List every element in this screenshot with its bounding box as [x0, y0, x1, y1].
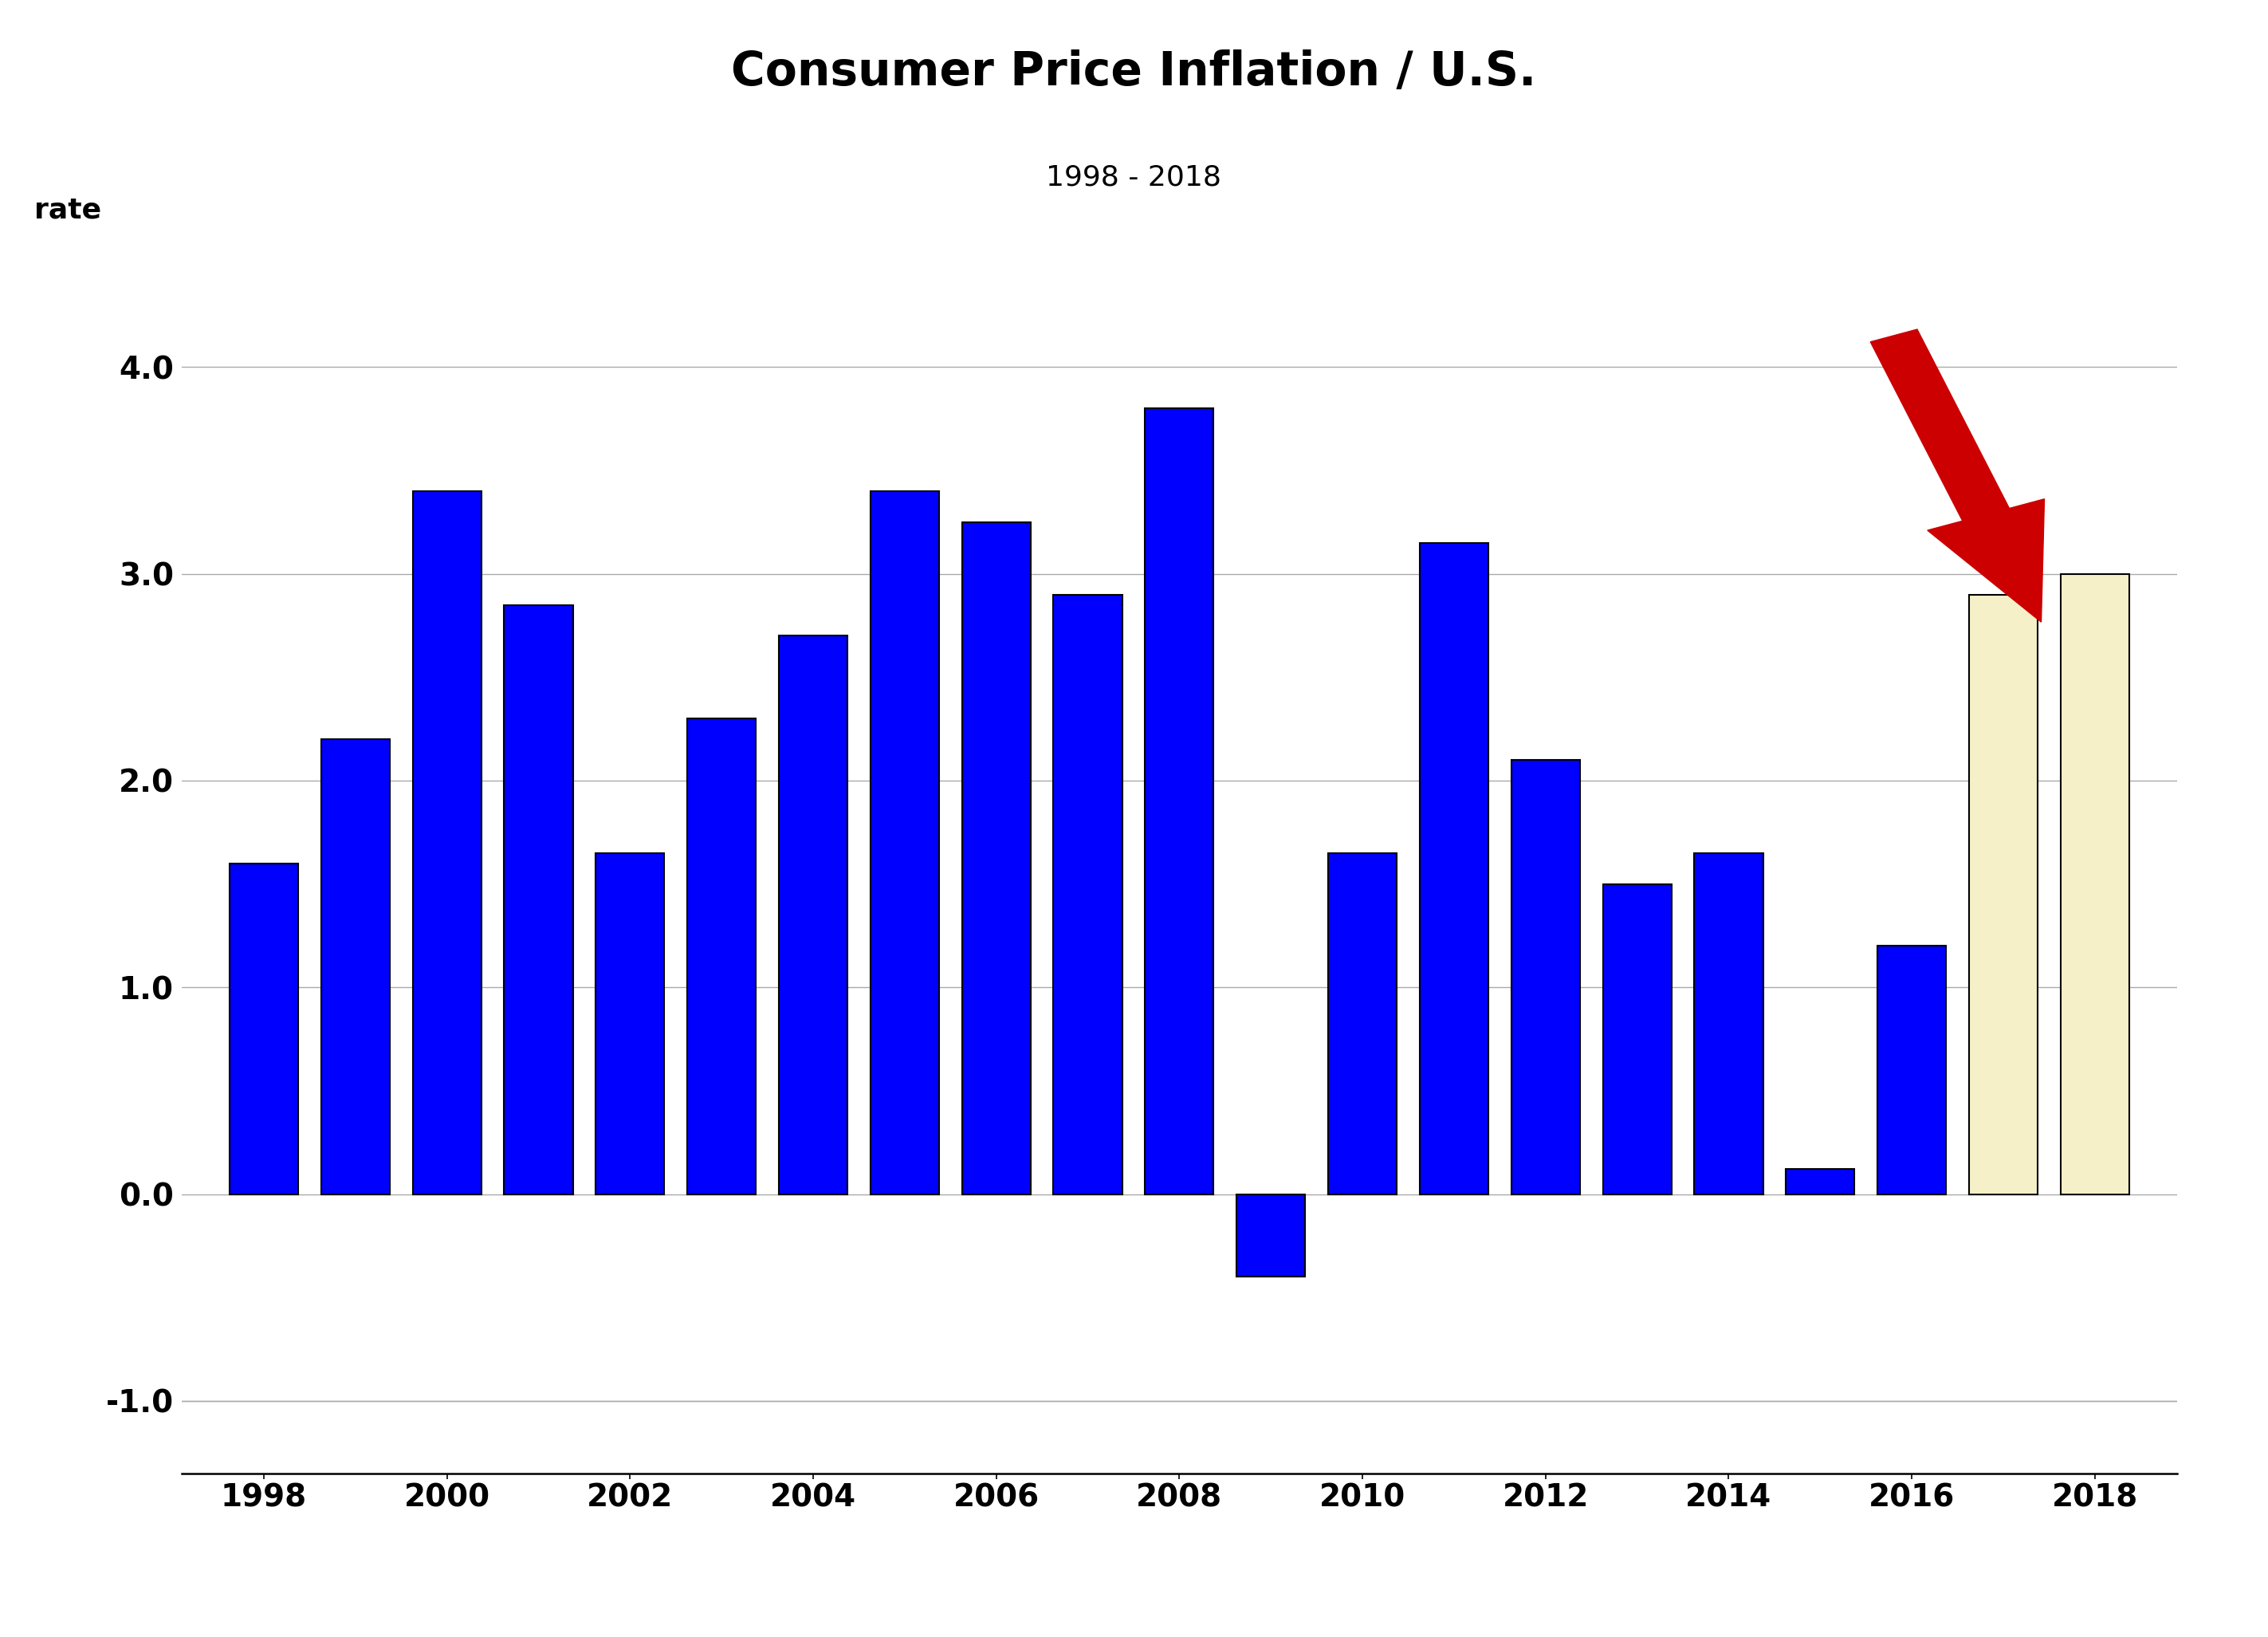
Bar — [503, 604, 574, 1193]
Text: 1998 - 2018: 1998 - 2018 — [1046, 164, 1222, 192]
Bar — [871, 491, 939, 1193]
Bar — [596, 853, 665, 1193]
Bar — [1785, 1169, 1855, 1193]
Bar — [1329, 853, 1397, 1193]
Bar — [1236, 1193, 1306, 1277]
Bar — [1694, 853, 1762, 1193]
Bar — [1052, 594, 1123, 1193]
Bar — [2062, 575, 2130, 1193]
Bar — [229, 863, 297, 1193]
Text: Consumer Price Inflation / U.S.: Consumer Price Inflation / U.S. — [730, 49, 1538, 95]
Bar — [1510, 760, 1581, 1193]
Bar — [1603, 884, 1672, 1193]
Bar — [1969, 594, 2037, 1193]
Bar — [778, 635, 848, 1193]
Bar — [413, 491, 481, 1193]
Bar — [322, 740, 390, 1193]
Bar — [687, 719, 755, 1193]
Bar — [1145, 408, 1213, 1193]
Bar — [1420, 543, 1488, 1193]
Text: rate: rate — [34, 196, 102, 224]
Bar — [962, 522, 1030, 1193]
Bar — [1878, 946, 1946, 1193]
